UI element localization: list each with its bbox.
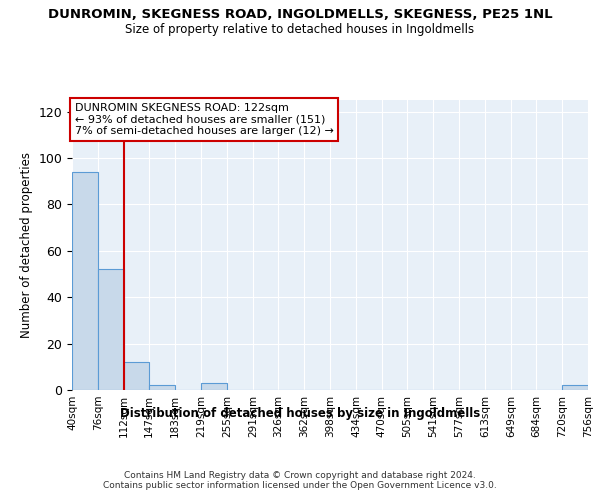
Text: Size of property relative to detached houses in Ingoldmells: Size of property relative to detached ho… [125, 22, 475, 36]
Text: Contains HM Land Registry data © Crown copyright and database right 2024.
Contai: Contains HM Land Registry data © Crown c… [103, 470, 497, 490]
Text: DUNROMIN SKEGNESS ROAD: 122sqm
← 93% of detached houses are smaller (151)
7% of : DUNROMIN SKEGNESS ROAD: 122sqm ← 93% of … [74, 103, 334, 136]
Y-axis label: Number of detached properties: Number of detached properties [20, 152, 33, 338]
Text: Distribution of detached houses by size in Ingoldmells: Distribution of detached houses by size … [120, 408, 480, 420]
Bar [98, 270, 124, 390]
Text: DUNROMIN, SKEGNESS ROAD, INGOLDMELLS, SKEGNESS, PE25 1NL: DUNROMIN, SKEGNESS ROAD, INGOLDMELLS, SK… [47, 8, 553, 20]
Bar [72, 172, 98, 390]
Bar [201, 383, 227, 390]
Bar [124, 362, 149, 390]
Bar [562, 386, 588, 390]
Bar [149, 386, 175, 390]
